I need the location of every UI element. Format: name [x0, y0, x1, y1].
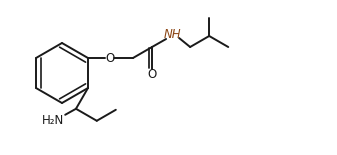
Text: NH: NH	[163, 29, 181, 42]
Text: O: O	[147, 69, 157, 82]
Text: H₂N: H₂N	[42, 114, 64, 127]
Text: O: O	[105, 51, 115, 64]
